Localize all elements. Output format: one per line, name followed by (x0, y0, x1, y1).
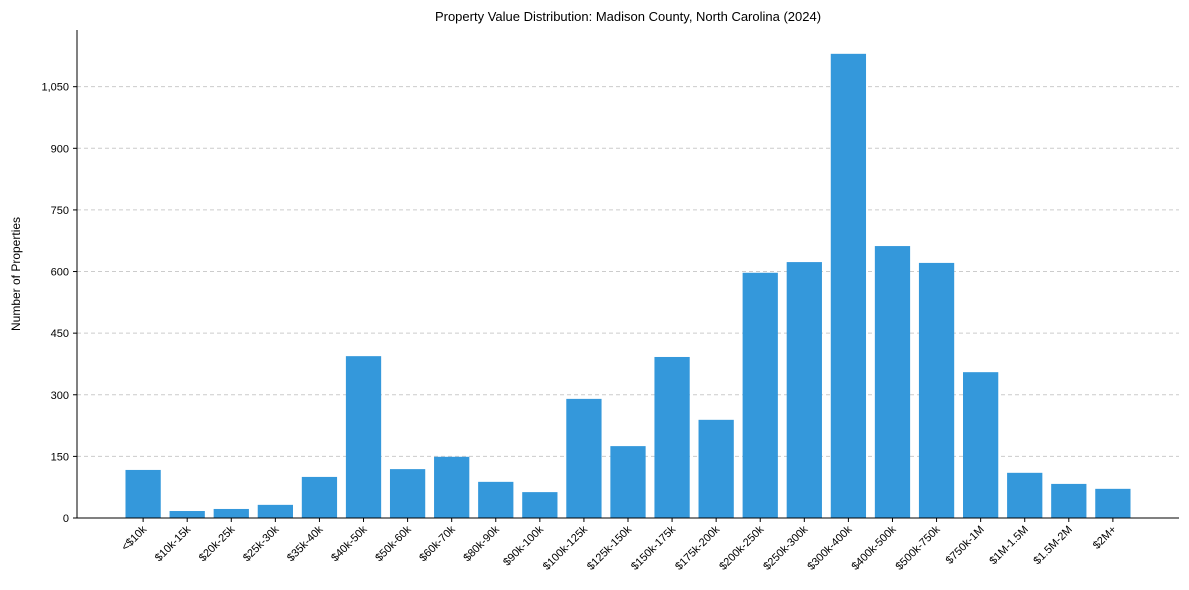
x-tick-label: $25k-30k (241, 523, 282, 564)
bar (125, 469, 161, 518)
y-tick-label: 0 (63, 513, 69, 525)
bar (434, 456, 470, 518)
chart-title: Property Value Distribution: Madison Cou… (435, 9, 821, 24)
x-tick-label: $750k-1M (944, 524, 987, 567)
bar (1051, 483, 1087, 518)
bar (963, 372, 999, 518)
x-tick-label: $500k-750k (894, 523, 943, 572)
bar (213, 508, 249, 518)
x-tick-label: $10k-15k (153, 523, 194, 564)
bar (610, 446, 646, 518)
x-tick-label: $150k-175k (629, 523, 678, 572)
bar (742, 272, 778, 518)
x-tick-label: $300k-400k (805, 523, 854, 572)
x-tick-label: $60k-70k (417, 523, 458, 564)
bar (301, 476, 338, 518)
x-tick-label: $20k-25k (197, 523, 238, 564)
x-tick-label: $90k-100k (501, 523, 546, 568)
x-tick-label: $35k-40k (285, 523, 326, 564)
y-tick-label: 450 (51, 328, 69, 340)
bar (522, 492, 558, 518)
x-tick-label: $400k-500k (849, 523, 898, 572)
bar (478, 481, 514, 518)
x-tick-label: $200k-250k (717, 523, 766, 572)
y-tick-label: 150 (51, 451, 69, 463)
bar (654, 356, 690, 518)
y-tick-label: 1,050 (41, 82, 69, 94)
y-tick-label: 900 (51, 143, 69, 155)
bar (257, 504, 293, 518)
bar (1095, 488, 1131, 518)
x-tick-label: $80k-90k (461, 523, 502, 564)
x-tick-label: $100k-125k (541, 523, 590, 572)
x-tick-label: <$10k (119, 523, 149, 553)
y-tick-label: 750 (51, 205, 69, 217)
x-tick-label: $1M-1.5M (987, 524, 1031, 568)
bar (874, 246, 911, 519)
bar (169, 511, 205, 518)
bar (786, 262, 822, 518)
y-tick-label: 600 (51, 267, 69, 279)
bar (389, 469, 426, 518)
x-tick-label: $40k-50k (329, 523, 370, 564)
x-tick-label: $125k-150k (585, 523, 634, 572)
x-tick-label: $50k-60k (373, 523, 414, 564)
bar (698, 419, 734, 518)
bar (1007, 472, 1043, 518)
bar (345, 356, 382, 518)
x-tick-label: $175k-200k (673, 523, 722, 572)
bar (830, 53, 867, 518)
x-tick-label: $250k-300k (761, 523, 810, 572)
bar (566, 398, 602, 518)
x-tick-label: $2M+ (1091, 524, 1119, 552)
y-tick-label: 300 (51, 390, 69, 402)
y-axis-label: Number of Properties (9, 217, 23, 331)
bar (918, 262, 955, 518)
x-tick-label: $1.5M-2M (1031, 524, 1075, 568)
